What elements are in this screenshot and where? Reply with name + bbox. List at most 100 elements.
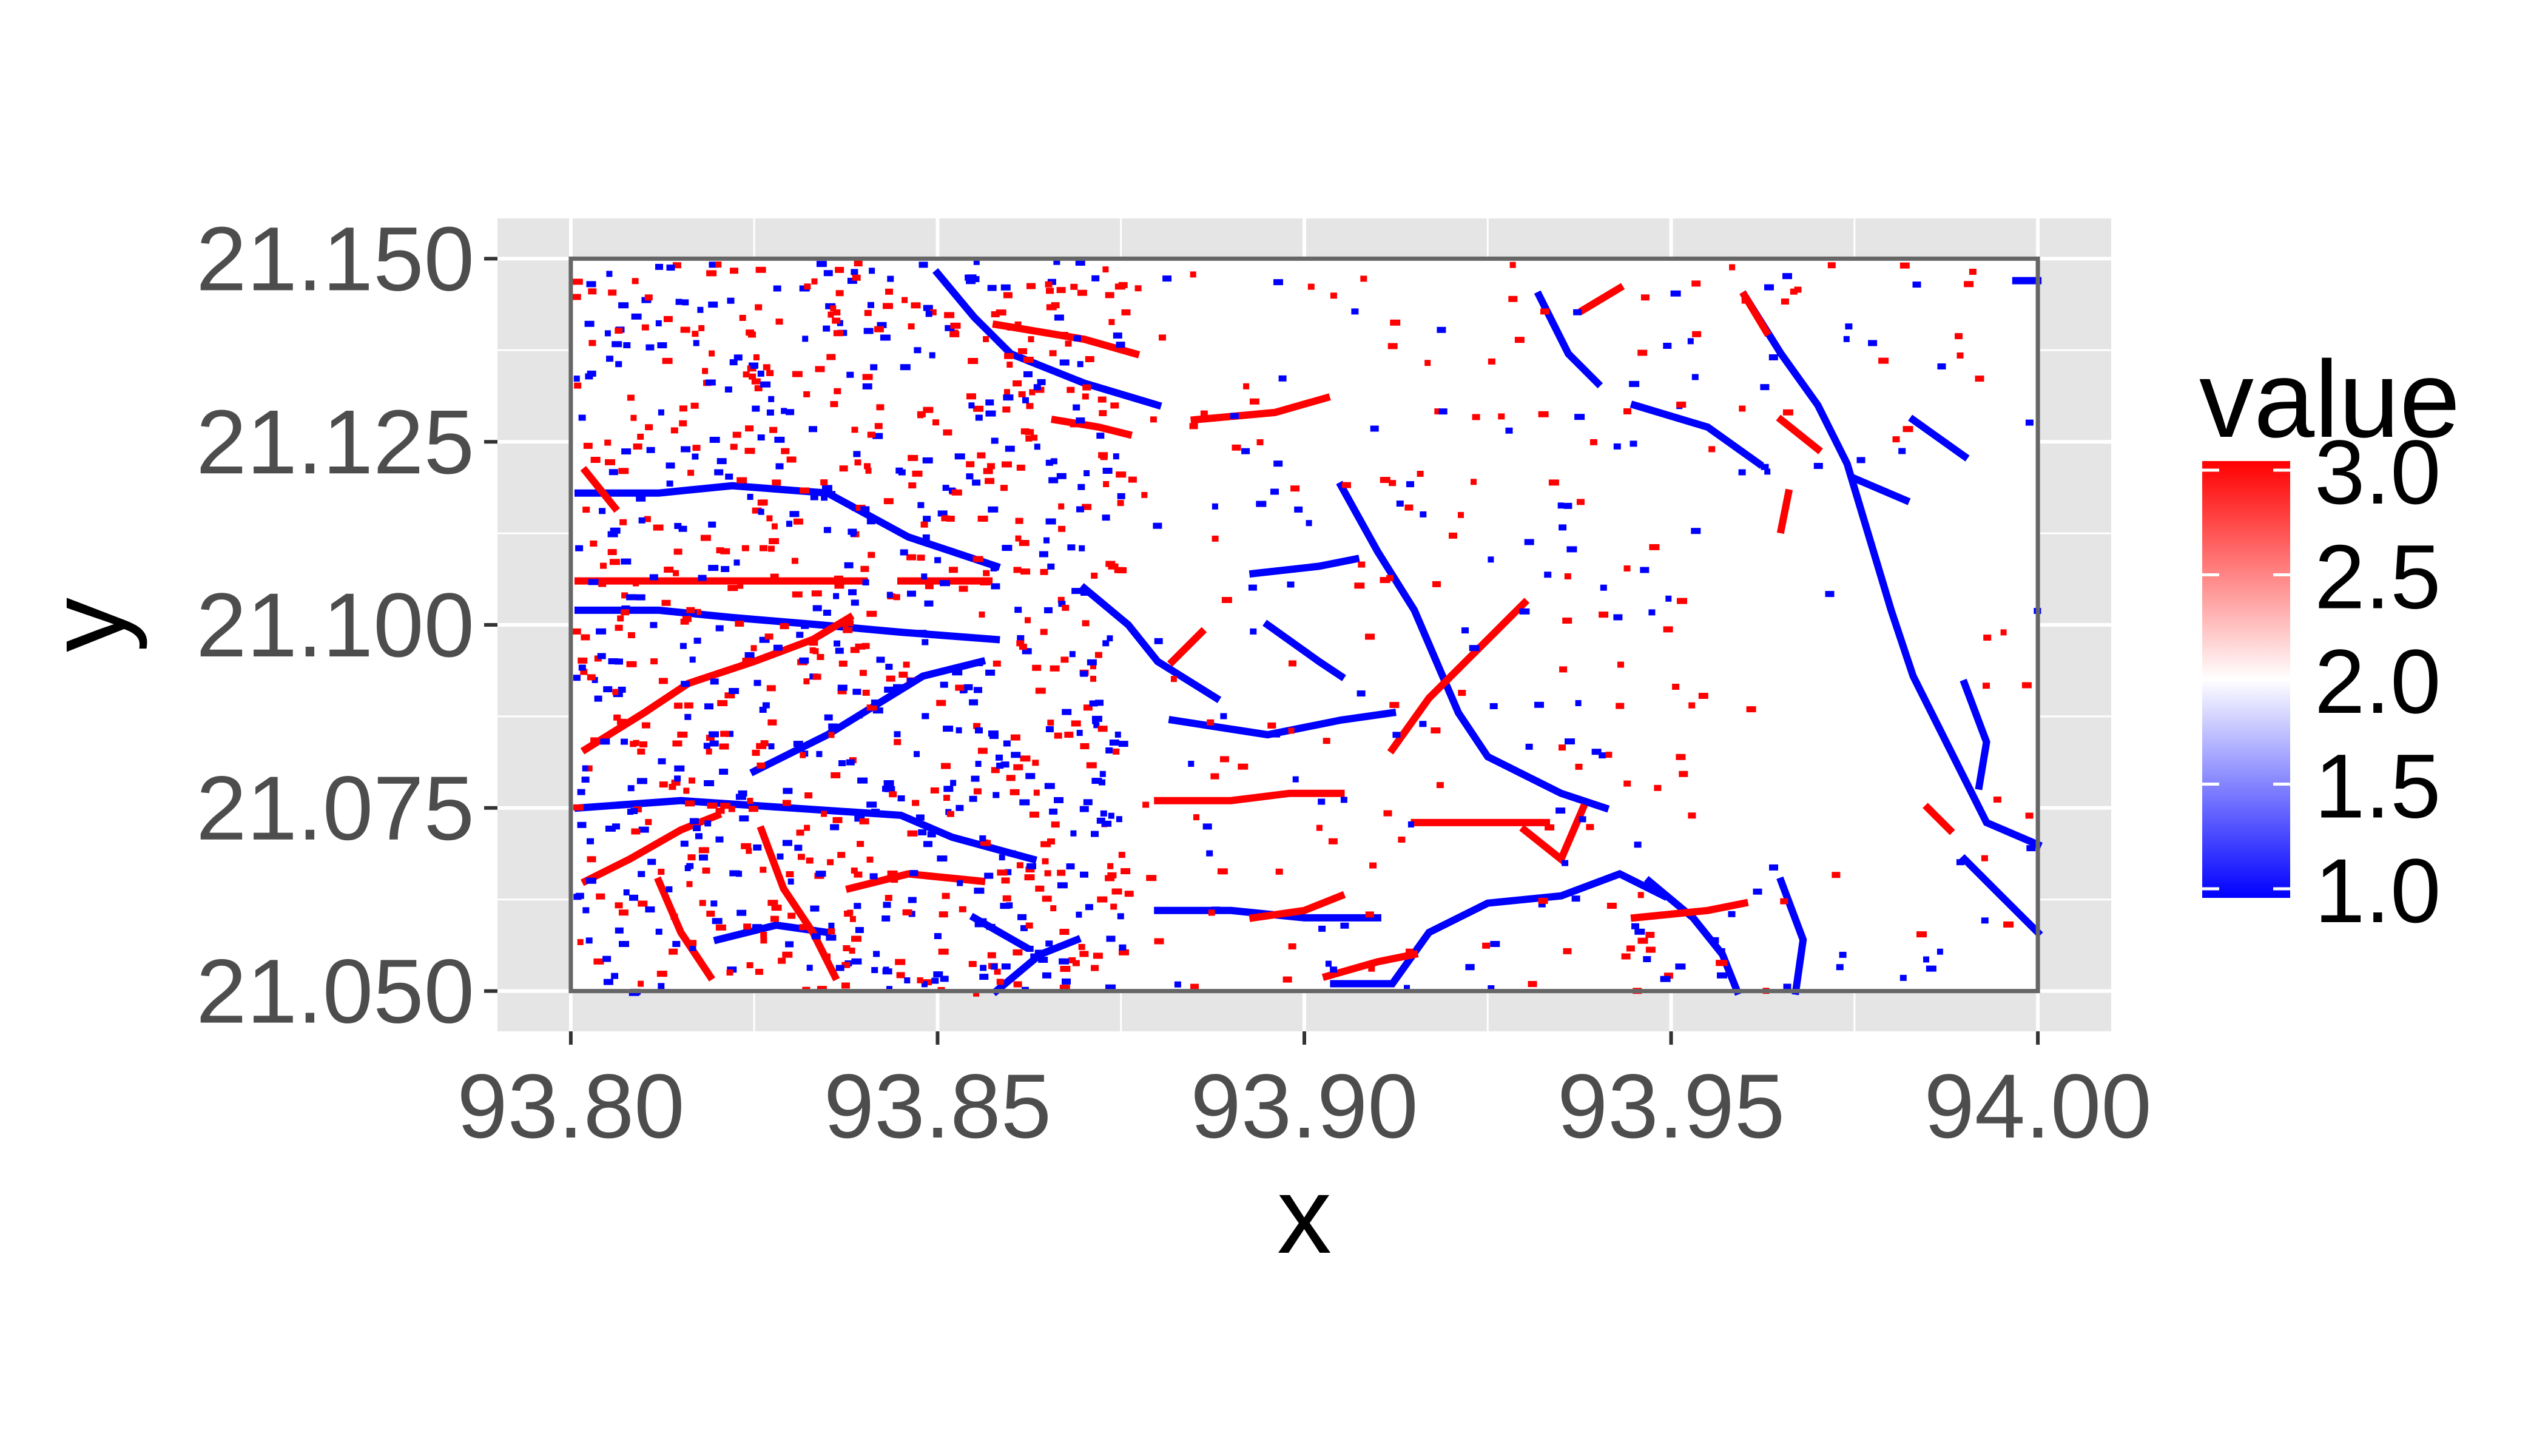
raster-cell	[1090, 675, 1096, 682]
raster-cell	[871, 967, 878, 973]
raster-cell	[826, 354, 836, 360]
drainage-line-value-3	[1321, 950, 1419, 981]
raster-cell	[618, 302, 629, 309]
raster-cell	[1599, 752, 1606, 759]
raster-cell	[631, 313, 642, 320]
raster-cell	[1692, 331, 1702, 337]
drainage-line-value-3	[1387, 598, 1530, 755]
raster-cell	[757, 370, 764, 377]
raster-cell	[1099, 770, 1106, 777]
raster-cell	[972, 660, 983, 667]
raster-cell	[860, 565, 869, 572]
raster-cell	[1075, 260, 1085, 266]
raster-cell	[1054, 797, 1063, 803]
raster-cell	[1026, 283, 1036, 289]
drainage-line-value-3	[1630, 898, 1749, 922]
raster-cell	[627, 809, 633, 815]
raster-cell	[1057, 869, 1066, 876]
raster-cell	[1383, 810, 1392, 817]
raster-cell	[1540, 308, 1549, 315]
raster-cell	[770, 915, 779, 922]
raster-cell	[1154, 938, 1164, 945]
raster-cell	[852, 505, 860, 511]
raster-cells	[571, 258, 2043, 997]
raster-cell	[973, 723, 981, 729]
raster-cell	[1059, 929, 1070, 935]
raster-cell	[1059, 359, 1070, 366]
raster-cell	[1193, 814, 1199, 821]
raster-cell	[1330, 966, 1338, 973]
raster-cell	[1621, 953, 1631, 960]
raster-cell	[815, 871, 826, 877]
raster-cell	[1023, 357, 1034, 363]
raster-cell	[974, 921, 983, 928]
raster-cell	[1142, 801, 1150, 808]
raster-cell	[940, 580, 950, 587]
raster-cell	[864, 463, 871, 470]
raster-cell	[900, 549, 908, 556]
raster-cell	[997, 869, 1008, 876]
raster-cell	[950, 780, 957, 786]
raster-cell	[882, 786, 889, 792]
raster-cell	[1688, 702, 1696, 709]
drainage-line-value-1	[1739, 290, 2043, 850]
raster-cell	[985, 477, 995, 484]
raster-cell	[945, 325, 955, 331]
raster-cell	[1013, 764, 1023, 770]
raster-cell	[1093, 952, 1103, 959]
raster-cell	[938, 948, 949, 955]
raster-cell	[1369, 862, 1377, 869]
raster-cell	[709, 261, 719, 268]
raster-cell	[1899, 974, 1907, 981]
raster-cell	[1105, 747, 1113, 753]
raster-cell	[1210, 773, 1219, 780]
raster-cell	[1066, 863, 1075, 870]
raster-cell	[719, 743, 729, 750]
raster-cell	[815, 366, 825, 372]
raster-cell	[1073, 335, 1081, 342]
raster-cell	[1090, 663, 1096, 670]
raster-cell	[796, 632, 804, 638]
raster-cell	[1056, 473, 1067, 479]
raster-cell	[1328, 838, 1338, 844]
raster-cell	[959, 906, 966, 912]
raster-cell	[838, 760, 846, 766]
raster-cell	[834, 640, 841, 647]
raster-cell	[724, 692, 735, 699]
legend-label: 3.0	[2314, 421, 2441, 523]
raster-cell	[823, 325, 831, 332]
raster-cell	[1037, 379, 1046, 385]
raster-cell	[1365, 633, 1375, 640]
y-tick-label: 21.150	[196, 207, 474, 309]
raster-cell	[1044, 783, 1055, 789]
raster-cell	[1006, 362, 1013, 368]
raster-cell	[633, 740, 639, 746]
raster-cell	[869, 873, 878, 880]
raster-cell	[1790, 288, 1798, 295]
raster-cell	[1119, 944, 1127, 951]
raster-cell	[1045, 459, 1053, 466]
raster-cell	[986, 923, 996, 930]
raster-cell	[1892, 436, 1900, 443]
raster-cell	[1070, 421, 1080, 428]
raster-cell	[582, 507, 590, 513]
raster-cell	[1505, 427, 1513, 434]
raster-cell	[658, 758, 666, 764]
raster-cell	[902, 909, 912, 915]
raster-cell	[987, 463, 995, 470]
raster-cell	[600, 738, 610, 745]
raster-cell	[993, 660, 1001, 667]
raster-cell	[988, 730, 999, 737]
raster-cell	[1013, 380, 1022, 386]
raster-cell	[763, 364, 770, 371]
raster-cell	[1768, 354, 1778, 360]
raster-cell	[739, 815, 749, 822]
raster-cell	[760, 932, 767, 938]
raster-cell	[1022, 397, 1029, 403]
raster-cell	[1630, 440, 1637, 447]
raster-cell	[606, 356, 613, 362]
raster-cell	[1351, 308, 1359, 315]
raster-cell	[709, 350, 715, 357]
raster-cell	[621, 605, 630, 612]
raster-cell	[1082, 620, 1090, 627]
